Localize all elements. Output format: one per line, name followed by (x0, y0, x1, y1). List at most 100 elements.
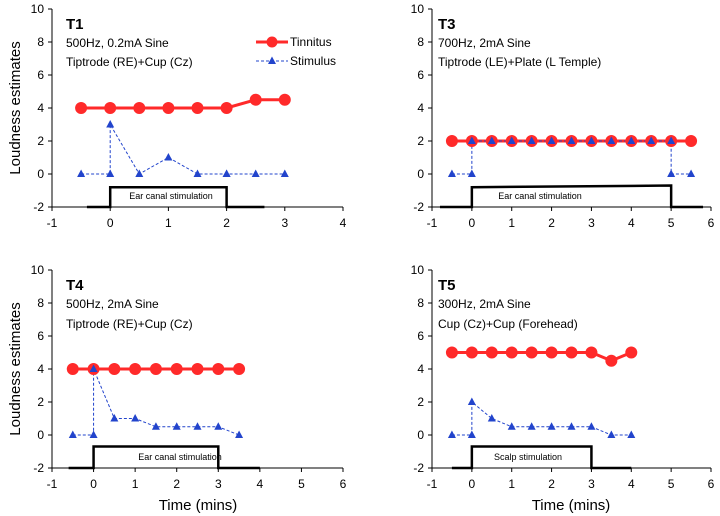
x-tick-label: 5 (668, 216, 675, 230)
x-tick-label: 2 (548, 477, 555, 491)
x-tick-label: 1 (165, 216, 172, 230)
y-tick-label: 0 (37, 167, 44, 181)
y-tick-label: 6 (37, 68, 44, 82)
x-tick-label: 1 (132, 477, 139, 491)
stimulus-point (135, 169, 144, 177)
x-tick-label: 0 (469, 216, 476, 230)
x-tick-label: -1 (47, 477, 58, 491)
y-tick-label: 6 (417, 329, 424, 343)
panel-title: T3 (438, 16, 456, 33)
tinnitus-point (66, 363, 79, 375)
y-tick-label: 6 (37, 329, 44, 343)
stimulus-point (687, 169, 696, 177)
stimulus-point (193, 422, 202, 430)
y-tick-label: 8 (37, 296, 44, 310)
tinnitus-point (162, 102, 175, 114)
x-tick-label: 4 (257, 477, 264, 491)
stimulus-point (214, 422, 223, 430)
legend-tinnitus-label: Tinnitus (290, 35, 332, 49)
stimulus-point (251, 169, 260, 177)
stimulus-point (527, 422, 536, 430)
stimulus-point (607, 430, 616, 438)
stimulus-point (467, 169, 476, 177)
y-tick-label: 4 (417, 101, 424, 115)
tinnitus-point (445, 346, 458, 359)
y-tick-label: 0 (417, 167, 424, 181)
stimulus-point (172, 422, 181, 430)
panel-t1: -2 0 2 4 6 8 10 -1 0 1 2 3 4 Ear canal stimulation T1 5… (31, 2, 347, 230)
tinnitus-point (525, 346, 538, 359)
x-tick-label: -1 (427, 216, 438, 230)
x-tick-label: 6 (708, 477, 715, 491)
y-tick-label: 10 (411, 2, 425, 16)
stimulus-point (89, 430, 98, 438)
stimulus-point (547, 422, 556, 430)
legend: Tinnitus Stimulus (256, 35, 336, 68)
y-tick-label: 0 (417, 428, 424, 442)
stimulus-point (131, 414, 140, 422)
tinnitus-point (278, 93, 291, 106)
tinnitus-line (451, 351, 632, 363)
x-tick-label: 2 (173, 477, 180, 491)
y-tick-label: 2 (37, 395, 44, 409)
x-tick-label: 3 (588, 216, 595, 230)
stimulus-point (467, 397, 476, 405)
stimulus-point (89, 364, 98, 372)
stimulus-parameters: 500Hz, 0.2mA Sine (66, 36, 169, 50)
tinnitus-point (133, 102, 146, 114)
legend-stimulus-label: Stimulus (290, 54, 336, 68)
stimulus-point (77, 169, 86, 177)
x-tick-label: -1 (427, 477, 438, 491)
stimulation-bar (86, 185, 265, 209)
y-axis-title: Loudness estimates (7, 302, 24, 435)
stimulus-point (567, 422, 576, 430)
stimulus-point (164, 153, 173, 161)
x-tick-label: 6 (340, 477, 347, 491)
x-axis-title: Time (mins) (159, 497, 238, 514)
x-tick-label: 2 (548, 216, 555, 230)
x-tick-label: 2 (223, 216, 230, 230)
stimulus-point (106, 120, 115, 128)
tinnitus-point (170, 363, 183, 375)
y-tick-label: 8 (417, 296, 424, 310)
x-tick-label: 0 (107, 216, 114, 230)
tinnitus-point (220, 102, 233, 114)
stimulation-label: Ear canal stimulation (138, 452, 222, 462)
stimulation-label: Scalp stimulation (494, 452, 562, 462)
x-tick-label: 1 (508, 216, 515, 230)
x-tick-label: 3 (281, 216, 288, 230)
stimulus-point (667, 136, 676, 144)
tinnitus-point (129, 363, 142, 375)
tinnitus-point (191, 102, 204, 114)
stimulus-point (68, 430, 77, 438)
stimulus-point (587, 136, 596, 144)
stimulus-point (447, 169, 456, 177)
panel-title: T4 (66, 277, 84, 294)
tinnitus-point (505, 346, 518, 359)
tinnitus-point (605, 354, 618, 367)
y-tick-label: 2 (417, 134, 424, 148)
y-tick-label: -2 (413, 461, 424, 475)
stimulus-point (587, 422, 596, 430)
stimulation-label: Ear canal stimulation (498, 191, 582, 201)
stimulus-point (527, 136, 536, 144)
stimulus-line (451, 400, 632, 436)
x-tick-label: 5 (668, 477, 675, 491)
tinnitus-point (108, 363, 121, 375)
x-axis-title: Time (mins) (532, 497, 611, 514)
stimulus-point (222, 169, 231, 177)
tinnitus-point (685, 135, 698, 147)
tinnitus-point (75, 102, 88, 114)
x-tick-label: 1 (508, 477, 515, 491)
panel-t3: -2 0 2 4 6 8 10 -1 0 1 2 3 4 5 6 Ear canal stimulation T… (411, 2, 715, 230)
panel-title: T1 (66, 16, 84, 33)
tinnitus-point (625, 346, 638, 359)
stimulus-point (106, 169, 115, 177)
tinnitus-point (585, 346, 598, 359)
tinnitus-point (445, 135, 458, 147)
y-tick-label: 2 (417, 395, 424, 409)
tinnitus-point (104, 102, 117, 114)
y-tick-label: 4 (37, 362, 44, 376)
x-tick-label: -1 (47, 216, 58, 230)
tinnitus-point (545, 346, 558, 359)
